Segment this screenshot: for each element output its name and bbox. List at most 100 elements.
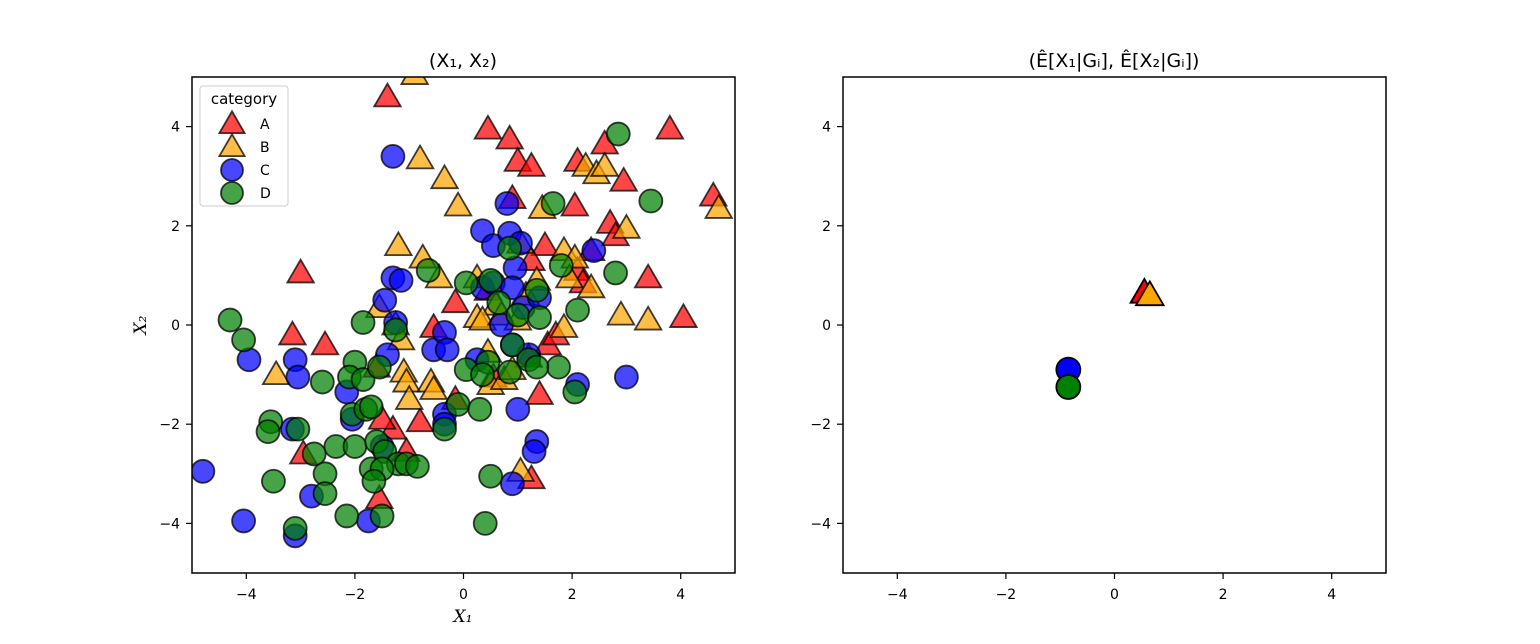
point-b-3 [443, 190, 473, 217]
point-a-23 [277, 319, 308, 346]
y-tick-label: −2 [159, 417, 180, 433]
left-y-axis-label: X₂ [131, 315, 151, 336]
point-d-54 [369, 503, 395, 529]
point-a-0 [372, 81, 403, 108]
y-tick-label: −4 [159, 516, 180, 532]
left-ticks: −4 −2 0 2 4 −4 −2 0 2 4 [159, 120, 685, 603]
point-b-7 [589, 151, 620, 177]
point-d-5 [603, 260, 628, 286]
x-tick-label: 2 [1219, 587, 1228, 603]
point-d-12 [231, 327, 256, 353]
point-d-19 [309, 369, 335, 395]
point-b-8 [703, 193, 734, 219]
legend-label-a: A [260, 117, 270, 133]
point-d-15 [486, 290, 512, 316]
point-d-22 [366, 354, 392, 380]
point-b-30 [606, 300, 636, 326]
point-d-10 [565, 297, 590, 323]
y-tick-label: 0 [822, 318, 831, 334]
point-b-31 [633, 305, 663, 331]
point-d-40 [445, 391, 471, 417]
point-a-1 [473, 114, 503, 140]
legend-label-d: D [260, 186, 271, 202]
left-scatter-panel: −4 −2 0 2 4 −4 −2 0 2 4 (X₁, X₂) X₁ X₂ category A… [131, 50, 736, 627]
point-a-36 [524, 379, 555, 405]
point-d-55 [282, 515, 308, 541]
point-d-3 [497, 235, 523, 261]
x-tick-label: 2 [568, 587, 577, 603]
point-c-32 [499, 471, 525, 497]
point-b-18 [576, 272, 606, 299]
point-d-41 [467, 396, 493, 422]
left-x-axis-label: X₁ [452, 607, 473, 627]
plot-area-right [843, 77, 1386, 573]
point-a-4 [516, 151, 547, 177]
point-d-49 [404, 453, 430, 479]
point-b-1 [405, 143, 435, 170]
right-ticks: −4 −2 0 2 4 −4 −2 0 2 4 [810, 120, 1336, 603]
point-c-27 [505, 396, 531, 422]
y-tick-label: 4 [822, 120, 831, 136]
y-tick-label: 2 [171, 219, 180, 235]
point-b-32 [261, 359, 291, 386]
point-a-21 [440, 287, 471, 314]
point-a-14 [530, 230, 560, 257]
x-tick-label: −2 [996, 587, 1017, 603]
x-tick-label: −2 [345, 587, 366, 603]
point-b-37 [394, 384, 424, 410]
point-d-9 [524, 277, 550, 303]
point-d-16 [505, 302, 531, 328]
legend-label-c: C [260, 163, 270, 179]
point-d-0 [605, 121, 631, 147]
point-c-34 [231, 508, 256, 534]
point-d-35 [285, 416, 311, 442]
y-tick-label: 4 [171, 120, 180, 136]
point-d-51 [261, 468, 286, 494]
point-d-8 [478, 267, 504, 293]
point-d-0 [1055, 374, 1082, 400]
point-c-31 [521, 439, 547, 464]
point-b-0 [399, 77, 430, 85]
legend-marker-c [220, 158, 244, 182]
point-a-2 [494, 123, 525, 150]
point-d-42 [301, 441, 327, 467]
point-d-13 [350, 310, 376, 335]
point-d-57 [472, 511, 498, 536]
point-d-32 [358, 394, 384, 420]
point-d-26 [499, 332, 525, 358]
point-d-52 [312, 481, 338, 507]
y-tick-label: −4 [810, 516, 831, 532]
point-c-17 [434, 337, 460, 363]
x-tick-label: 4 [1327, 587, 1336, 603]
y-tick-label: 0 [171, 318, 180, 334]
point-c-6 [581, 238, 607, 264]
point-d-39 [432, 416, 457, 442]
point-c-10 [372, 287, 398, 313]
point-d-28 [546, 354, 571, 380]
legend-label-b: B [260, 140, 270, 156]
point-a-20 [285, 257, 316, 284]
point-d-17 [527, 305, 552, 330]
point-d-50 [361, 468, 387, 494]
point-d-29 [470, 362, 495, 388]
point-a-18 [633, 262, 663, 289]
point-a-5 [655, 114, 685, 140]
right-scatter-panel: −4 −2 0 2 4 −4 −2 0 2 4 (Ê[X₁|Gᵢ], Ê[X₂|Gᵢ]) [810, 49, 1387, 603]
left-markers [192, 77, 734, 549]
point-c-33 [192, 458, 216, 484]
point-d-56 [478, 463, 504, 489]
left-chart-title: (X₁, X₂) [429, 50, 497, 72]
point-b-0 [1134, 279, 1166, 307]
y-tick-label: 2 [822, 219, 831, 235]
point-d-2 [540, 191, 566, 216]
x-tick-label: 0 [459, 587, 468, 603]
point-c-23 [285, 364, 311, 390]
x-tick-label: −4 [236, 587, 257, 603]
x-tick-label: 4 [676, 587, 685, 603]
point-d-14 [383, 317, 409, 343]
point-c-1 [494, 191, 520, 216]
point-b-36 [418, 374, 449, 400]
point-d-11 [217, 307, 243, 333]
